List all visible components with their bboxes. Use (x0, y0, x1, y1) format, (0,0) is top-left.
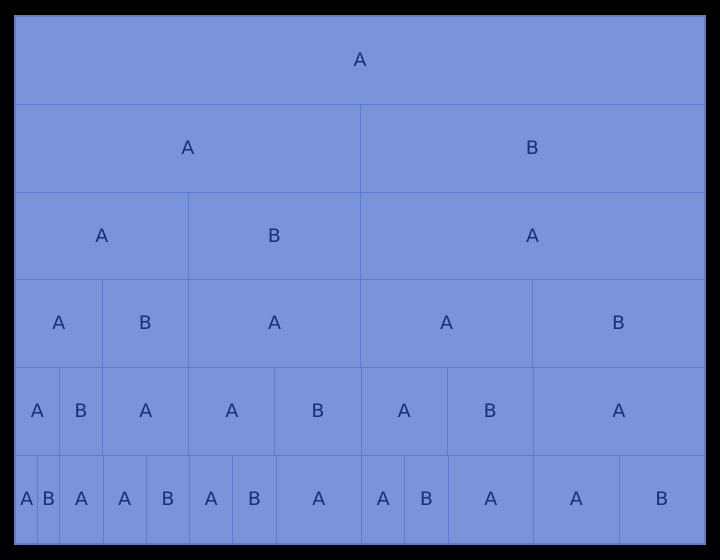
cell-label: B (74, 400, 88, 423)
cell-a: A (361, 192, 704, 280)
cell-label: B (483, 400, 497, 423)
cell-a: A (16, 192, 188, 280)
cell-label: B (655, 488, 669, 511)
cell-label: A (20, 488, 34, 511)
cell-a: A (189, 280, 360, 368)
cell-a: A (534, 456, 619, 543)
cell-a: A (103, 368, 189, 456)
cell-label: A (181, 136, 195, 159)
cell-label: A (612, 400, 626, 423)
cell-a: A (16, 104, 360, 192)
cell-b: B (447, 368, 533, 456)
cell-a: A (361, 280, 532, 368)
cell-label: B (311, 400, 325, 423)
cell-label: A (52, 312, 66, 335)
cell-a: A (60, 456, 103, 543)
cell-label: A (484, 488, 498, 511)
cell-label: B (611, 312, 626, 335)
cell-b: B (533, 280, 704, 368)
cell-a: A (16, 17, 704, 104)
cell-b: B (59, 368, 103, 456)
cell-b: B (619, 456, 704, 543)
cell-label: A (268, 312, 281, 335)
cell-label: A (95, 224, 109, 247)
cell-label: A (569, 488, 583, 511)
cell-b: B (233, 456, 276, 543)
cell-a: A (362, 456, 405, 543)
cell-label: A (139, 400, 153, 423)
cell-a: A (276, 456, 361, 543)
cell-label: B (138, 312, 152, 335)
cell-a: A (190, 456, 233, 543)
cell-label: B (161, 488, 175, 511)
cell-a: A (16, 456, 38, 543)
cell-label: B (419, 488, 433, 511)
cell-label: B (267, 224, 281, 247)
cell-label: A (74, 488, 88, 511)
cell-a: A (533, 368, 704, 456)
cell-label: B (42, 488, 56, 511)
cell-label: B (525, 136, 539, 159)
cell-label: A (204, 488, 218, 511)
cell-b: B (102, 280, 188, 368)
cell-a: A (103, 456, 146, 543)
cell-b: B (188, 192, 360, 280)
cell-label: A (440, 312, 453, 335)
cell-a: A (16, 280, 102, 368)
cell-b: B (38, 456, 60, 543)
cell-label: A (397, 400, 411, 423)
cell-label: B (247, 488, 261, 511)
cell-b: B (360, 104, 704, 192)
cell-b: B (275, 368, 361, 456)
cell-a: A (448, 456, 533, 543)
cell-label: A (526, 224, 539, 247)
cell-label: A (30, 400, 44, 423)
cell-b: B (405, 456, 448, 543)
cell-a: A (16, 368, 59, 456)
cell-b: B (146, 456, 189, 543)
cell-label: A (118, 488, 132, 511)
diagram-row-1: A (16, 17, 704, 104)
cell-label: A (353, 48, 367, 71)
cell-a: A (189, 368, 275, 456)
cell-a: A (361, 368, 447, 456)
cell-label: A (225, 400, 239, 423)
cell-label: A (312, 488, 326, 511)
cell-label: A (376, 488, 390, 511)
